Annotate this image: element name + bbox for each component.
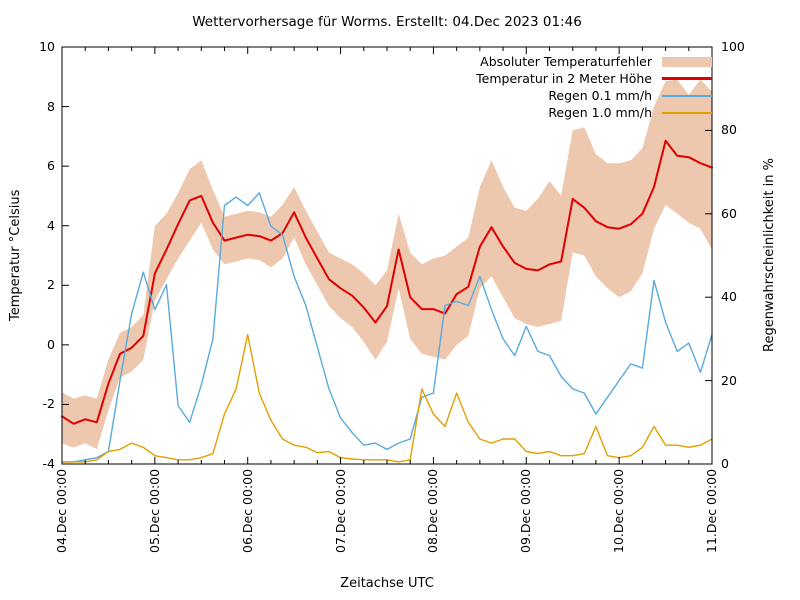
x-tick-label: 11.Dec 00:00 bbox=[704, 469, 719, 554]
series-line bbox=[61, 334, 713, 463]
y-right-tick-label: 40 bbox=[721, 289, 737, 305]
y-right-tick-label: 100 bbox=[721, 39, 745, 54]
y-right-tick-label: 20 bbox=[721, 372, 737, 388]
x-tick-label: 07.Dec 00:00 bbox=[332, 469, 348, 554]
y-right-tick-label: 0 bbox=[721, 456, 729, 471]
legend: Absoluter Temperaturfehler Temperatur in… bbox=[476, 53, 712, 121]
x-tick-label: 09.Dec 00:00 bbox=[518, 469, 534, 554]
line-swatch-icon bbox=[662, 94, 712, 97]
line-swatch-icon bbox=[662, 111, 712, 114]
x-tick-label: 04.Dec 00:00 bbox=[54, 469, 69, 554]
y-left-tick-label: -2 bbox=[42, 396, 55, 412]
legend-item-temperature: Temperatur in 2 Meter Höhe bbox=[476, 70, 712, 87]
y-left-tick-label: 8 bbox=[47, 98, 55, 114]
legend-label: Regen 0.1 mm/h bbox=[548, 88, 652, 103]
y-axis-left-label: Temperatur °Celsius bbox=[8, 189, 23, 321]
x-tick-label: 05.Dec 00:00 bbox=[146, 469, 162, 554]
y-left-tick-label: 10 bbox=[39, 39, 55, 54]
series-line bbox=[61, 139, 713, 425]
legend-label: Temperatur in 2 Meter Höhe bbox=[476, 71, 652, 86]
legend-item-rain-01: Regen 0.1 mm/h bbox=[476, 87, 712, 104]
legend-item-rain-10: Regen 1.0 mm/h bbox=[476, 104, 712, 121]
legend-label: Absoluter Temperaturfehler bbox=[480, 54, 652, 69]
legend-label: Regen 1.0 mm/h bbox=[548, 105, 652, 120]
band-swatch-icon bbox=[662, 56, 712, 67]
y-right-tick-label: 60 bbox=[721, 205, 737, 221]
x-axis-label: Zeitachse UTC bbox=[340, 576, 434, 591]
x-tick-label: 08.Dec 00:00 bbox=[425, 469, 441, 554]
y-left-tick-label: 0 bbox=[47, 336, 55, 352]
y-right-tick-label: 80 bbox=[721, 122, 737, 138]
series-line bbox=[61, 192, 713, 463]
y-left-tick-label: -4 bbox=[42, 456, 55, 471]
y-left-tick-label: 2 bbox=[47, 277, 55, 293]
y-left-tick-label: 6 bbox=[47, 158, 55, 174]
legend-item-temperature-error: Absoluter Temperaturfehler bbox=[476, 53, 712, 70]
y-axis-right-label: Regenwahrscheinlichkeit in % bbox=[762, 158, 777, 353]
chart-title: Wettervorhersage für Worms. Erstellt: 04… bbox=[192, 14, 582, 30]
y-left-tick-label: 4 bbox=[47, 217, 55, 233]
x-tick-label: 06.Dec 00:00 bbox=[239, 469, 255, 554]
line-swatch-icon bbox=[662, 77, 712, 80]
x-tick-label: 10.Dec 00:00 bbox=[611, 469, 627, 554]
